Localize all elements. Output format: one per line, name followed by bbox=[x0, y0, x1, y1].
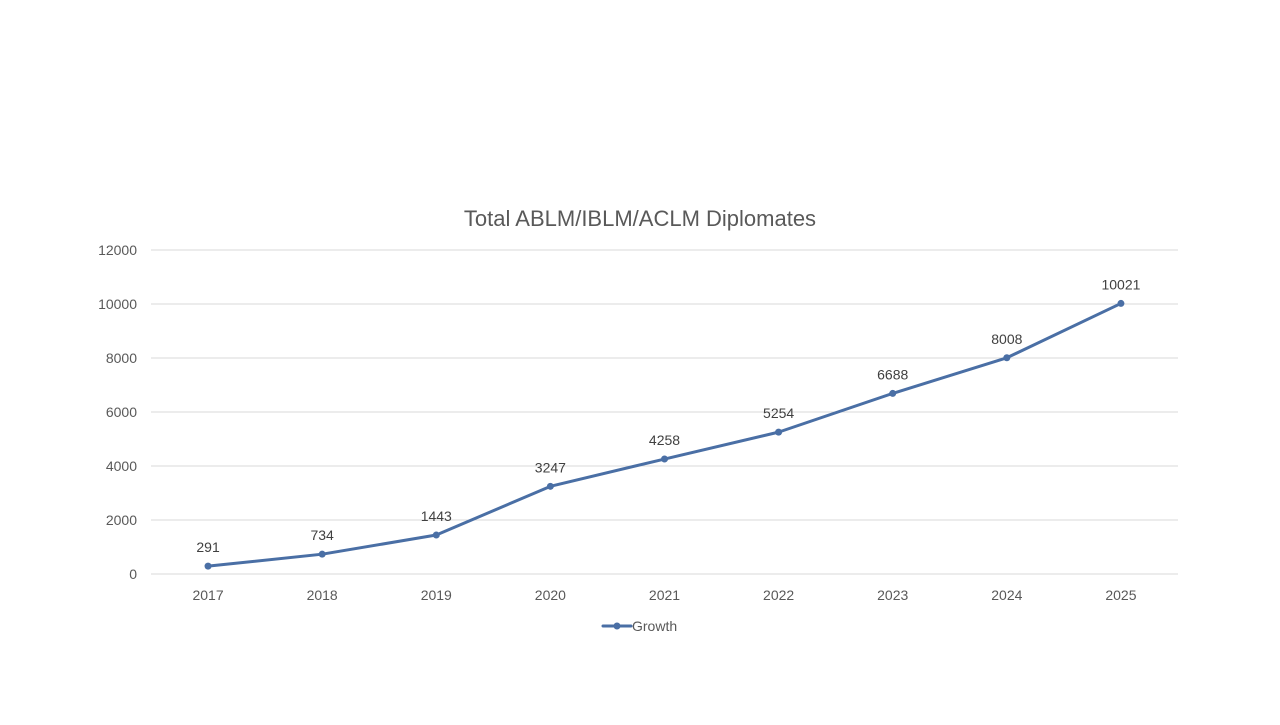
data-labels: 291 734 1443 3247 4258 5254 6688 8008 10021 bbox=[196, 276, 1140, 555]
y-tick-label: 8000 bbox=[106, 350, 137, 366]
x-axis-ticks: 2017 2018 2019 2020 2021 2022 2023 2024 2025 bbox=[192, 587, 1136, 603]
y-tick-label: 4000 bbox=[106, 458, 137, 474]
data-point[interactable] bbox=[661, 455, 668, 463]
data-point[interactable] bbox=[318, 550, 326, 558]
data-label: 291 bbox=[196, 539, 220, 555]
y-tick-label: 10000 bbox=[98, 296, 137, 312]
data-label: 10021 bbox=[1101, 276, 1140, 292]
data-point[interactable] bbox=[546, 482, 554, 490]
data-label: 8008 bbox=[991, 331, 1022, 347]
x-tick-label: 2020 bbox=[535, 587, 566, 603]
data-label: 4258 bbox=[649, 432, 680, 448]
legend[interactable]: Growth bbox=[601, 618, 677, 634]
data-label: 6688 bbox=[877, 366, 908, 382]
data-point[interactable] bbox=[1003, 354, 1011, 362]
x-tick-label: 2022 bbox=[763, 587, 794, 603]
data-label: 1443 bbox=[421, 508, 452, 524]
series-layer bbox=[204, 299, 1125, 570]
x-tick-label: 2017 bbox=[192, 587, 223, 603]
legend-label-growth: Growth bbox=[632, 618, 677, 634]
y-tick-label: 12000 bbox=[98, 242, 137, 258]
data-point[interactable] bbox=[1117, 299, 1125, 307]
legend-marker bbox=[613, 622, 621, 630]
x-tick-label: 2019 bbox=[421, 587, 452, 603]
y-axis-ticks: 0 2000 4000 6000 8000 10000 12000 bbox=[98, 242, 137, 582]
y-tick-label: 0 bbox=[129, 566, 137, 582]
data-label: 5254 bbox=[763, 405, 794, 421]
data-point[interactable] bbox=[775, 428, 783, 436]
x-tick-label: 2023 bbox=[877, 587, 908, 603]
x-tick-label: 2018 bbox=[307, 587, 338, 603]
data-point[interactable] bbox=[432, 531, 440, 539]
y-tick-label: 6000 bbox=[106, 404, 137, 420]
data-point[interactable] bbox=[889, 389, 897, 397]
y-tick-label: 2000 bbox=[106, 512, 137, 528]
chart-title: Total ABLM/IBLM/ACLM Diplomates bbox=[464, 206, 816, 231]
x-tick-label: 2021 bbox=[649, 587, 680, 603]
data-point[interactable] bbox=[204, 562, 212, 570]
gridlines bbox=[151, 249, 1178, 575]
x-tick-label: 2025 bbox=[1105, 587, 1136, 603]
data-label: 3247 bbox=[535, 459, 566, 475]
x-tick-label: 2024 bbox=[991, 587, 1022, 603]
data-label: 734 bbox=[310, 527, 334, 543]
